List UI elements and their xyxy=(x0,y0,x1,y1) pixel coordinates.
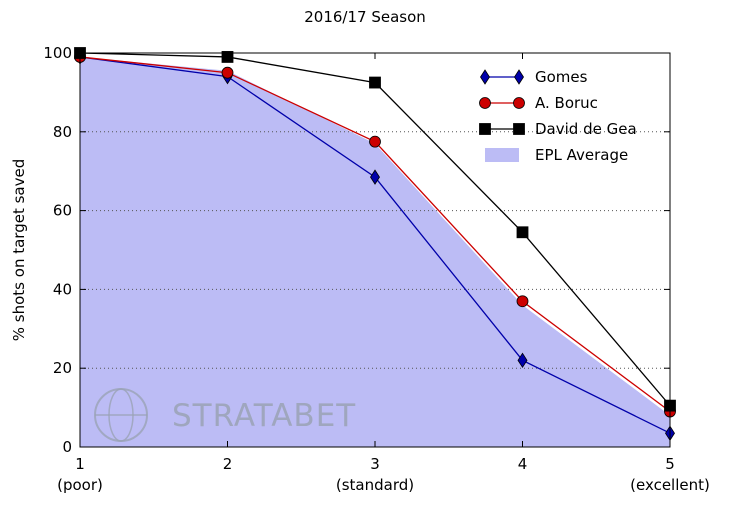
legend-marker xyxy=(514,69,524,85)
legend-marker xyxy=(513,97,525,109)
area xyxy=(80,56,670,447)
x-tick-label: 2 xyxy=(223,455,233,473)
legend-label: Gomes xyxy=(535,68,588,86)
marker xyxy=(516,295,529,308)
marker xyxy=(516,226,529,239)
x-tick-label: 4 xyxy=(518,455,528,473)
legend-swatch xyxy=(485,148,519,162)
marker xyxy=(370,169,380,185)
watermark: STRATABET xyxy=(172,398,356,434)
marker xyxy=(221,51,234,63)
legend-label: A. Boruc xyxy=(535,94,598,112)
legend-marker xyxy=(479,97,491,109)
y-tick-label: 20 xyxy=(53,359,72,377)
legend-label: David de Gea xyxy=(535,120,637,138)
x-tick-label: 5 xyxy=(665,455,675,473)
legend-marker xyxy=(513,123,525,135)
marker xyxy=(221,66,234,79)
y-tick-label: 40 xyxy=(53,280,72,298)
marker xyxy=(517,352,528,369)
chart-title: 2016/17 Season xyxy=(304,8,426,26)
legend-label: EPL Average xyxy=(535,146,628,164)
y-axis-label: % shots on target saved xyxy=(10,159,28,341)
legend-marker xyxy=(480,69,490,85)
x-tick-label: 3 xyxy=(370,455,380,473)
y-tick-label: 80 xyxy=(53,123,72,141)
y-tick-label: 0 xyxy=(62,438,72,456)
legend-marker xyxy=(479,123,491,135)
marker xyxy=(369,135,381,148)
x-tick-label: 1 xyxy=(75,455,85,473)
x-tick-note: (standard) xyxy=(336,476,414,494)
y-tick-label: 60 xyxy=(53,202,72,220)
x-tick-note: (excellent) xyxy=(630,476,710,494)
plot-frame xyxy=(79,52,671,448)
x-tick-note: (poor) xyxy=(57,476,103,494)
y-tick-label: 100 xyxy=(43,44,72,62)
marker xyxy=(369,76,381,89)
